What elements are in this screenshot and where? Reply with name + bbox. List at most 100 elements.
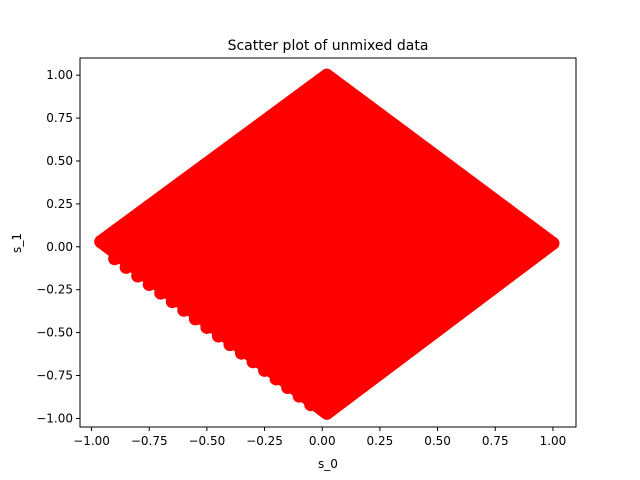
data-point xyxy=(269,108,283,122)
x-tick-label: 0.25 xyxy=(367,434,394,448)
data-point xyxy=(384,356,398,370)
data-point xyxy=(292,90,306,104)
data-point xyxy=(258,116,272,130)
x-tick-label: 1.00 xyxy=(540,434,567,448)
data-point xyxy=(177,176,191,190)
data-point xyxy=(200,159,214,173)
data-point xyxy=(488,193,502,207)
data-point xyxy=(442,159,456,173)
data-point xyxy=(304,398,318,412)
x-tick-label: −0.50 xyxy=(188,434,225,448)
data-point xyxy=(304,82,318,96)
x-tick-label: 0.50 xyxy=(424,434,451,448)
data-point xyxy=(258,363,272,377)
data-point xyxy=(350,90,364,104)
chart-title: Scatter plot of unmixed data xyxy=(228,38,429,54)
data-point xyxy=(454,168,468,182)
data-point xyxy=(534,228,548,242)
x-tick-label: −1.00 xyxy=(73,434,110,448)
data-point xyxy=(154,286,168,300)
data-point xyxy=(431,151,445,165)
data-point xyxy=(131,211,145,225)
data-point xyxy=(361,374,375,388)
data-point xyxy=(338,82,352,96)
x-axis-label: s_0 xyxy=(318,457,338,471)
data-point xyxy=(188,312,202,326)
data-point xyxy=(442,314,456,328)
data-point xyxy=(511,262,525,276)
data-point xyxy=(234,133,248,147)
y-tick-label: −0.25 xyxy=(36,283,73,297)
data-point xyxy=(361,99,375,113)
y-tick-label: 0.75 xyxy=(46,111,73,125)
axes-frame xyxy=(79,57,577,428)
data-point xyxy=(500,202,514,216)
data-layer xyxy=(94,68,560,420)
data-point xyxy=(177,303,191,317)
x-tick-label: 0.00 xyxy=(309,434,336,448)
data-point xyxy=(454,305,468,319)
x-tick-label: 0.75 xyxy=(482,434,509,448)
data-point xyxy=(246,125,260,139)
data-point xyxy=(165,185,179,199)
data-point xyxy=(350,382,364,396)
data-point xyxy=(465,176,479,190)
data-point xyxy=(373,108,387,122)
data-point xyxy=(269,372,283,386)
x-tick-label: −0.75 xyxy=(131,434,168,448)
data-point xyxy=(373,365,387,379)
data-point xyxy=(408,133,422,147)
x-axis-ticks: −1.00 −0.75 −0.50 −0.25 0.00 0.25 0.50 0.75 1.00 xyxy=(73,427,566,448)
y-tick-label: 0.00 xyxy=(46,240,73,254)
data-point xyxy=(292,389,306,403)
data-point xyxy=(188,168,202,182)
y-axis-label: s_1 xyxy=(10,233,24,253)
data-point xyxy=(500,271,514,285)
data-point xyxy=(534,245,548,259)
data-point xyxy=(477,185,491,199)
y-tick-label: 0.50 xyxy=(46,154,73,168)
data-point xyxy=(142,202,156,216)
y-tick-label: −0.50 xyxy=(36,326,73,340)
data-point xyxy=(315,73,329,87)
data-point xyxy=(200,320,214,334)
data-point xyxy=(281,381,295,395)
data-point xyxy=(465,296,479,310)
data-point xyxy=(154,193,168,207)
data-point xyxy=(408,339,422,353)
data-point xyxy=(119,219,133,233)
data-point xyxy=(523,254,537,268)
data-point xyxy=(488,279,502,293)
data-point xyxy=(223,338,237,352)
data-point xyxy=(338,391,352,405)
data-point xyxy=(246,355,260,369)
data-point xyxy=(142,278,156,292)
data-point xyxy=(477,288,491,302)
data-point xyxy=(98,238,112,252)
y-axis-ticks: −1.00 −0.75 −0.50 −0.25 0.00 0.25 0.50 0.75 1.00 xyxy=(36,68,80,425)
data-point xyxy=(211,151,225,165)
data-point xyxy=(223,142,237,156)
data-point xyxy=(419,142,433,156)
data-point xyxy=(165,295,179,309)
data-point xyxy=(131,269,145,283)
x-tick-label: −0.25 xyxy=(246,434,283,448)
data-point xyxy=(396,348,410,362)
data-point xyxy=(419,331,433,345)
y-tick-label: −0.75 xyxy=(36,369,73,383)
data-point xyxy=(108,252,122,266)
data-point xyxy=(234,346,248,360)
data-point xyxy=(327,399,341,413)
data-point xyxy=(384,116,398,130)
data-point xyxy=(523,219,537,233)
data-point xyxy=(511,211,525,225)
y-tick-label: −1.00 xyxy=(36,411,73,425)
data-point xyxy=(281,99,295,113)
data-point xyxy=(119,260,133,274)
data-point xyxy=(431,322,445,336)
data-point xyxy=(396,125,410,139)
y-tick-label: 1.00 xyxy=(46,68,73,82)
y-tick-label: 0.25 xyxy=(46,197,73,211)
data-point xyxy=(211,329,225,343)
